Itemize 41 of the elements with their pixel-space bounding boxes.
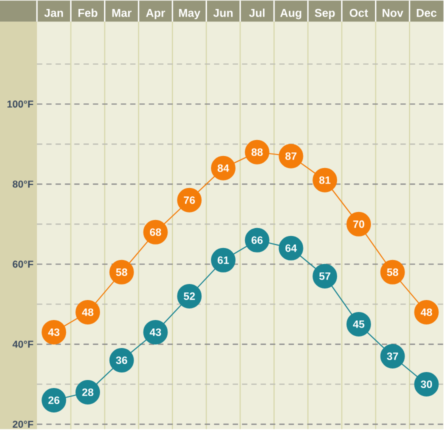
y-tick-label: 20°F [12,420,34,428]
data-label: 48 [82,308,94,316]
data-label: 70 [353,220,364,228]
data-label: 48 [420,308,432,316]
data-label: 58 [387,268,398,276]
data-label: 88 [252,148,263,156]
x-tick-label: Aug [280,8,302,20]
y-tick-label: 80°F [12,180,34,188]
x-tick-label: Oct [350,8,368,17]
y-tick-label: 60°F [12,260,34,268]
x-tick-label: Jun [213,8,233,17]
data-label: 61 [218,256,229,264]
x-tick-label: Mar [112,8,132,17]
x-tick-label: Feb [78,8,98,17]
data-label: 58 [116,268,128,276]
data-label: 26 [48,396,60,404]
data-label: 28 [82,388,94,396]
x-tick-label: Sep [314,8,335,20]
data-label: 68 [150,228,162,236]
x-tick-label: Jul [249,8,264,17]
data-label: 43 [150,328,162,336]
data-label: 37 [386,352,398,360]
data-label: 43 [48,328,60,336]
x-tick-label: May [179,8,200,20]
data-label: 87 [285,152,296,160]
x-tick-label: Nov [382,8,404,17]
x-tick-label: Dec [416,8,437,17]
y-tick-label: 40°F [12,340,34,348]
data-label: 64 [285,244,297,252]
y-tick-label: 100°F [7,100,34,108]
data-label: 66 [252,236,263,244]
data-label: 57 [319,272,330,280]
x-tick-label: Jan [44,8,63,17]
data-label: 76 [184,196,195,204]
data-label: 81 [319,176,330,184]
data-label: 84 [218,164,230,172]
data-label: 30 [420,380,432,388]
data-label: 45 [352,320,364,328]
x-tick-label: Apr [146,8,166,20]
data-label: 36 [116,356,128,364]
data-label: 52 [184,292,195,300]
